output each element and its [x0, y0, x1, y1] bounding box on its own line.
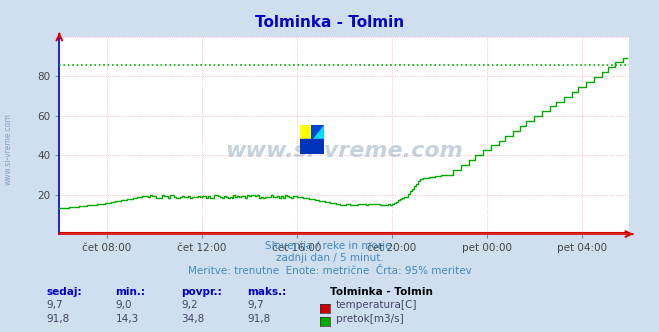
Text: Tolminka - Tolmin: Tolminka - Tolmin [330, 287, 432, 297]
Text: 9,2: 9,2 [181, 300, 198, 310]
Text: pretok[m3/s]: pretok[m3/s] [336, 314, 404, 324]
Text: 34,8: 34,8 [181, 314, 204, 324]
Text: 91,8: 91,8 [247, 314, 270, 324]
Text: zadnji dan / 5 minut.: zadnji dan / 5 minut. [275, 253, 384, 263]
Text: temperatura[C]: temperatura[C] [336, 300, 418, 310]
Text: www.si-vreme.com: www.si-vreme.com [3, 114, 13, 185]
Text: Slovenija / reke in morje.: Slovenija / reke in morje. [264, 241, 395, 251]
Text: 9,0: 9,0 [115, 300, 132, 310]
Text: Meritve: trenutne  Enote: metrične  Črta: 95% meritev: Meritve: trenutne Enote: metrične Črta: … [188, 266, 471, 276]
Text: www.si-vreme.com: www.si-vreme.com [225, 141, 463, 161]
Text: 9,7: 9,7 [247, 300, 264, 310]
Text: 14,3: 14,3 [115, 314, 138, 324]
Bar [300, 139, 324, 154]
Text: sedaj:: sedaj: [46, 287, 82, 297]
Text: povpr.:: povpr.: [181, 287, 222, 297]
Text: 9,7: 9,7 [46, 300, 63, 310]
Polygon shape [312, 124, 324, 139]
Polygon shape [312, 124, 324, 139]
Text: maks.:: maks.: [247, 287, 287, 297]
Text: min.:: min.: [115, 287, 146, 297]
Bar [300, 124, 312, 139]
Text: 91,8: 91,8 [46, 314, 69, 324]
Text: Tolminka - Tolmin: Tolminka - Tolmin [255, 15, 404, 30]
